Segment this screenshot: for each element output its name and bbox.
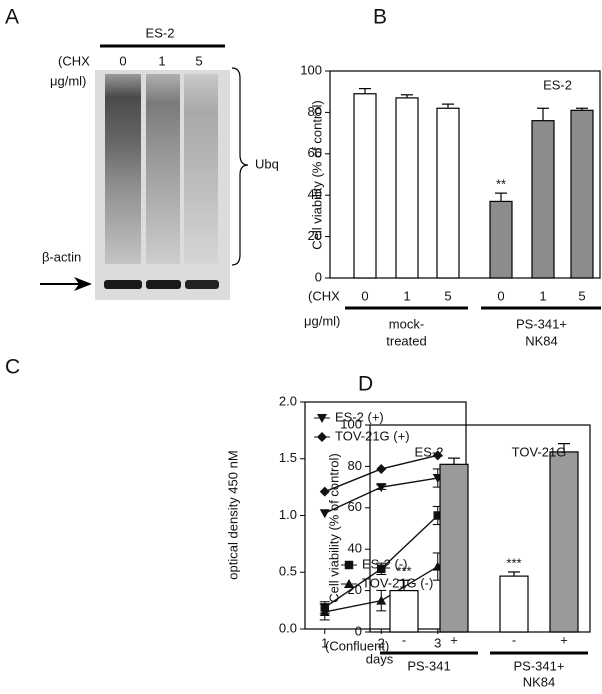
actin-band (146, 280, 181, 289)
bracket-label: Ubq (255, 156, 279, 171)
legend-label: ES-2 (-) (362, 556, 408, 571)
x-tick-label: 3 (434, 635, 441, 650)
panel-letter: A (5, 6, 19, 29)
marker (319, 509, 330, 519)
marker (376, 595, 387, 605)
y-tick-label: 40 (348, 541, 362, 556)
y-tick-label: 0.0 (279, 620, 297, 635)
bracket (231, 67, 249, 266)
row-label: μg/ml) (304, 313, 340, 328)
marker (432, 450, 443, 461)
group-title: TOV-21G (512, 444, 567, 459)
y-tick-label: 20 (348, 582, 362, 597)
marker (319, 606, 330, 616)
group-label: PS-341+ (514, 658, 565, 673)
row-label: (Confluent) (325, 638, 389, 653)
legend-label: ES-2 (+) (335, 409, 384, 424)
y-tick-label: 80 (308, 104, 322, 119)
category-label: 0 (497, 288, 504, 303)
panel-letter: C (5, 356, 20, 379)
row-label: μg/ml) (50, 73, 86, 88)
actin-band (104, 280, 142, 289)
y-tick-label: 80 (348, 458, 362, 473)
y-tick-label: 0 (315, 269, 322, 284)
lane-label: 1 (158, 53, 165, 68)
bar (549, 451, 579, 633)
bar (395, 97, 419, 279)
cell-line: ES-2 (146, 25, 175, 40)
bar (439, 463, 469, 633)
legend-label: TOV-21G (+) (335, 428, 410, 443)
significance: ** (496, 177, 506, 192)
category-label: 0 (361, 288, 368, 303)
y-tick-label: 100 (340, 416, 362, 431)
significance: *** (396, 564, 411, 579)
actin-band (185, 280, 219, 289)
y-tick-label: 60 (348, 499, 362, 514)
y-tick-label: 1.0 (279, 507, 297, 522)
lane (105, 74, 141, 264)
lane (146, 74, 180, 264)
y-axis-label: optical density 450 nM (225, 450, 240, 579)
bar (531, 120, 555, 279)
bar (489, 200, 513, 279)
bar (436, 107, 460, 279)
plot-frame (369, 424, 591, 633)
y-tick-label: 1.5 (279, 450, 297, 465)
group-label: mock- (389, 316, 424, 331)
marker (319, 486, 330, 497)
marker (377, 564, 386, 574)
plot-frame (329, 70, 601, 279)
group-label: treated (386, 333, 426, 348)
x-axis-label: days (366, 651, 394, 666)
category-label: - (512, 632, 516, 647)
group-label: NK84 (523, 674, 556, 689)
arrow-head (74, 277, 92, 291)
panel-letter: D (358, 373, 373, 396)
panel-letter: B (373, 6, 387, 29)
category-label: 1 (403, 288, 410, 303)
x-tick-label: 2 (378, 635, 385, 650)
bar (353, 93, 377, 279)
y-tick-label: 0.5 (279, 564, 297, 579)
category-label: 1 (539, 288, 546, 303)
y-tick-label: 40 (308, 187, 322, 202)
loading-label: β-actin (42, 249, 81, 264)
annotation: ES-2 (543, 77, 572, 92)
x-tick-label: 1 (321, 635, 328, 650)
legend-label: TOV-21G (-) (362, 575, 433, 590)
bar (570, 109, 594, 279)
y-tick-label: 60 (308, 145, 322, 160)
bar (499, 575, 529, 633)
group-label: NK84 (525, 333, 558, 348)
category-label: + (450, 632, 458, 647)
y-axis-label: Cell viability (% of control) (309, 100, 324, 250)
category-label: 5 (444, 288, 451, 303)
marker (376, 483, 387, 493)
group-title: ES-2 (415, 444, 444, 459)
category-label: 5 (578, 288, 585, 303)
significance: *** (506, 555, 521, 570)
lane-label: 0 (119, 53, 126, 68)
category-label: + (560, 632, 568, 647)
lane (184, 74, 218, 264)
y-tick-label: 0 (355, 623, 362, 638)
y-tick-label: 100 (300, 62, 322, 77)
row-label: (CHX (308, 288, 340, 303)
category-label: - (402, 632, 406, 647)
row-label: (CHX (58, 53, 90, 68)
y-axis-label: Cell viability (% of control) (326, 453, 341, 603)
y-tick-label: 2.0 (279, 393, 297, 408)
marker (376, 463, 387, 474)
bar (389, 589, 419, 633)
group-label: PS-341+ (516, 316, 567, 331)
y-tick-label: 20 (308, 228, 322, 243)
group-label: PS-341 (407, 658, 450, 673)
lane-label: 5 (195, 53, 202, 68)
